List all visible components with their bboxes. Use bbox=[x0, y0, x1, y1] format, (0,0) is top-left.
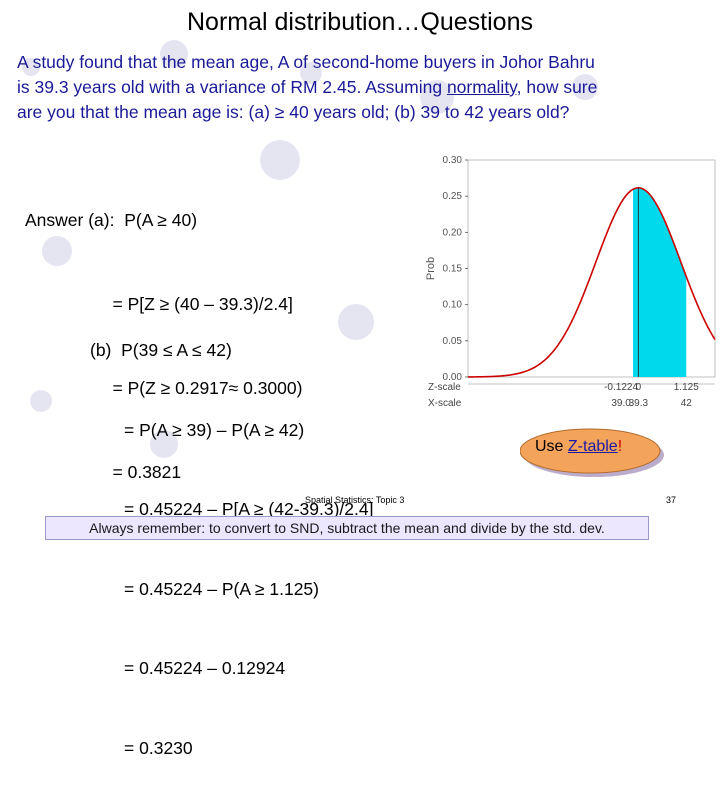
z-table-link[interactable]: Z-table bbox=[567, 438, 618, 455]
decor-circle bbox=[300, 62, 322, 84]
x-tick-label: 42 bbox=[681, 398, 693, 409]
z-tick-label: -0.1224 bbox=[604, 382, 638, 393]
normal-curve-chart: 0.30 0.25 0.20 0.15 0.10 0.05 0.00 Prob Z-scale X… bbox=[425, 155, 716, 409]
z-tick-label: 1.125 bbox=[674, 382, 699, 393]
answer-a-line: = P[Z ≥ (40 – 39.3)/2.4] bbox=[25, 294, 293, 314]
answer-a-line: Answer (a): P(A ≥ 40) bbox=[25, 210, 198, 230]
reminder-banner: Always remember: to convert to SND, subt… bbox=[45, 516, 649, 540]
y-tick-label: 0.10 bbox=[443, 300, 463, 311]
y-tick-label: 0.05 bbox=[443, 336, 463, 347]
answer-b-line: = P(A ≥ 39) – P(A ≥ 42) bbox=[90, 419, 305, 440]
footer-source: Spatial Statistics: Topic 3 bbox=[305, 495, 405, 505]
decor-circle bbox=[160, 40, 188, 68]
answer-a-line: = P(Z ≥ 0.2917≈ 0.3000) bbox=[25, 378, 303, 398]
answer-b-line: = 0.45224 – P(A ≥ 1.125) bbox=[90, 578, 319, 599]
decor-circle bbox=[420, 80, 454, 114]
z-tick-label: 0 bbox=[636, 382, 642, 393]
decor-circle bbox=[260, 140, 300, 180]
y-tick-label: 0.00 bbox=[443, 372, 463, 383]
callout-cloud bbox=[520, 428, 664, 477]
normal-curve-line bbox=[467, 187, 716, 378]
problem-line-1: A study found that the mean age, A of se… bbox=[17, 52, 595, 72]
y-axis-label: Prob bbox=[425, 257, 437, 280]
decor-circle bbox=[30, 390, 52, 412]
answer-b-line: = 0.45224 – P[A ≥ (42-39.3)/2.4] bbox=[90, 499, 374, 519]
answer-a: Answer (a): P(A ≥ 40) = P[Z ≥ (40 – 39.3… bbox=[25, 150, 302, 514]
page-number: 37 bbox=[666, 495, 677, 505]
problem-line-3: are you that the mean age is: (a) ≥ 40 y… bbox=[17, 102, 570, 122]
slide-title: Normal distribution…Questions bbox=[187, 8, 533, 36]
problem-line-2: is 39.3 years old with a variance of RM … bbox=[17, 77, 598, 97]
decor-circle bbox=[42, 236, 72, 266]
decor-circle bbox=[22, 58, 40, 76]
normality-word: normality, bbox=[446, 77, 522, 97]
decor-circle bbox=[572, 74, 598, 100]
answer-b-line: = 0.3230 bbox=[90, 737, 193, 758]
answer-b-line: = 0.45224 – 0.12924 bbox=[90, 658, 286, 678]
problem-statement: A study found that the mean age, A of se… bbox=[17, 50, 717, 125]
shaded-probability-area bbox=[633, 187, 687, 377]
x-axis-label: X-scale bbox=[428, 398, 462, 409]
y-tick-label: 0.25 bbox=[443, 191, 463, 202]
y-tick-label: 0.30 bbox=[443, 155, 463, 166]
y-tick-label: 0.20 bbox=[443, 227, 463, 238]
decor-circle bbox=[338, 304, 374, 340]
callout-text: Use Z-table! bbox=[535, 438, 623, 455]
z-axis-label: Z-scale bbox=[428, 382, 461, 393]
decor-circle bbox=[150, 430, 178, 458]
answer-b-line: (b) P(39 ≤ A ≤ 42) bbox=[90, 340, 232, 360]
answer-a-line: = 0.3821 bbox=[25, 462, 182, 482]
x-tick-label: 39.3 bbox=[629, 398, 649, 409]
y-tick-label: 0.15 bbox=[443, 264, 463, 275]
x-tick-label: 39.0 bbox=[611, 398, 631, 409]
